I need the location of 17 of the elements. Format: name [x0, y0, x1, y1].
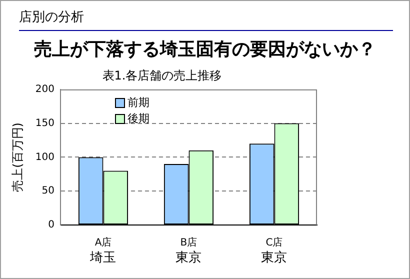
chart-subtitle: 表1.各店舗の売上推移 [102, 68, 222, 82]
x-tick-label: B店 [180, 236, 198, 249]
chart-title: 売上が下落する埼玉固有の要因がないか？ [33, 38, 377, 61]
y-tick-label: 200 [35, 84, 54, 95]
y-tick-label: 150 [35, 118, 54, 129]
legend-label: 前期 [127, 95, 150, 112]
y-tick-label: 0 [48, 220, 54, 231]
y-tick-label: 50 [42, 186, 54, 197]
text: 埼玉 [89, 250, 116, 266]
y-tick-label: 100 [35, 152, 54, 163]
y-axis-title: 売上(百万円) [10, 122, 24, 192]
text: 東京 [261, 250, 288, 266]
text: 東京 [176, 250, 202, 266]
x-tick-label: C店 [266, 236, 283, 249]
legend-label: 後期 [127, 111, 150, 128]
text: 店別の分析 [19, 9, 84, 26]
x-tick-label: A店 [94, 236, 112, 249]
